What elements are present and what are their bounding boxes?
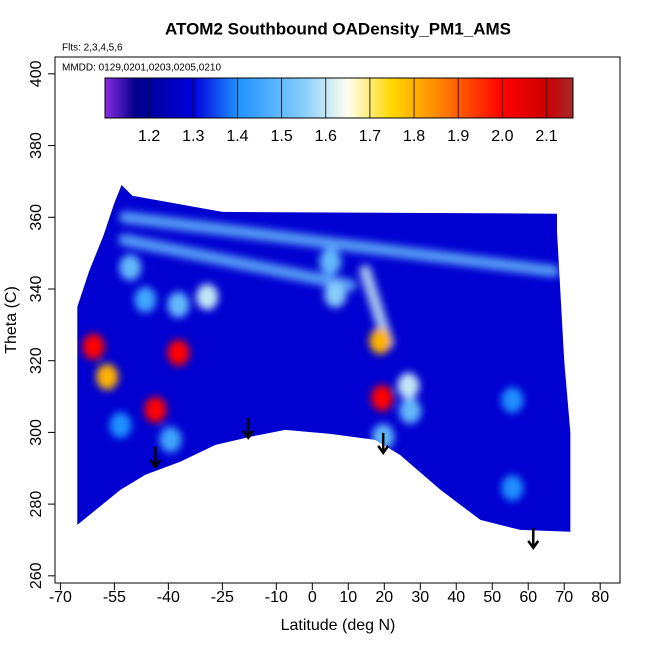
y-tick-label: 320 (28, 347, 45, 374)
data-region (77, 185, 571, 532)
x-tick-label: -55 (103, 589, 126, 606)
colorbar-tick-label: 2.1 (535, 128, 557, 145)
hotspot (96, 363, 119, 390)
arrow (527, 527, 540, 551)
arrow-head (527, 540, 540, 551)
hotspot (369, 327, 392, 354)
arrow (377, 432, 390, 455)
x-tick-label: 50 (483, 589, 501, 606)
x-tick-label: 20 (375, 589, 393, 606)
x-tick-label: 60 (519, 589, 537, 606)
hotspot (324, 281, 347, 308)
x-tick-label: -70 (49, 589, 72, 606)
streak (119, 211, 560, 278)
colorbar-tick-label: 1.8 (403, 128, 425, 145)
x-tick-label: 10 (339, 589, 357, 606)
hotspot (134, 286, 157, 313)
note: MMDD: 0129,0201,0203,0205,0210 (62, 63, 221, 74)
x-tick-label: 40 (447, 589, 465, 606)
x-tick-label: 30 (411, 589, 429, 606)
chart-title: ATOM2 Southbound OADensity_PM1_AMS (165, 19, 511, 38)
y-tick-label: 300 (28, 419, 45, 446)
hotspot (501, 474, 524, 501)
colorbar-tick-label: 1.7 (359, 128, 381, 145)
x-tick-label: 80 (591, 589, 609, 606)
hotspot (319, 248, 342, 275)
colorbar-tick-label: 1.2 (138, 128, 160, 145)
y-tick-label: 340 (28, 276, 45, 303)
arrow-head (242, 430, 255, 440)
colorbar-tick-label: 2.0 (491, 128, 513, 145)
hotspot (167, 291, 190, 318)
plot-area (77, 185, 571, 551)
hotspot (196, 283, 219, 310)
x-tick-label: 0 (308, 589, 317, 606)
hotspot (144, 396, 167, 423)
colorbar-tick-label: 1.9 (447, 128, 469, 145)
hotspot (397, 372, 420, 399)
x-tick-label: -10 (265, 589, 288, 606)
hotspot (159, 426, 182, 453)
arrow-head (377, 445, 390, 455)
hotspot (109, 412, 132, 439)
colorbar-tick-label: 1.4 (226, 128, 248, 145)
hotspot (399, 397, 422, 424)
x-tick-label: -25 (211, 589, 234, 606)
hotspot (371, 384, 394, 411)
y-tick-label: 380 (28, 132, 45, 159)
arrow (149, 446, 162, 469)
field-blur (82, 211, 560, 501)
x-tick-label: -40 (157, 589, 180, 606)
hotspot (501, 387, 524, 414)
hotspot (82, 333, 105, 360)
y-tick-label: 400 (28, 60, 45, 87)
colorbar (104, 77, 574, 119)
colorbar-tick-label: 1.5 (270, 128, 292, 145)
hotspot (119, 254, 142, 281)
note: Flts: 2,3,4,5,6 (62, 43, 123, 54)
colorbar-tick-label: 1.6 (315, 128, 337, 145)
y-tick-label: 280 (28, 491, 45, 518)
y-tick-label: 260 (28, 562, 45, 589)
y-tick-label: 360 (28, 204, 45, 231)
arrow-head (149, 459, 162, 469)
field (82, 211, 560, 501)
x-axis-label: Latitude (deg N) (281, 617, 396, 634)
arrow (242, 417, 255, 440)
streak (118, 233, 357, 292)
y-axis-label: Theta (C) (3, 286, 20, 354)
colorbar-tick-label: 1.3 (182, 128, 204, 145)
plot-frame (54, 56, 621, 584)
x-tick-label: 70 (555, 589, 573, 606)
hotspot (167, 339, 190, 366)
